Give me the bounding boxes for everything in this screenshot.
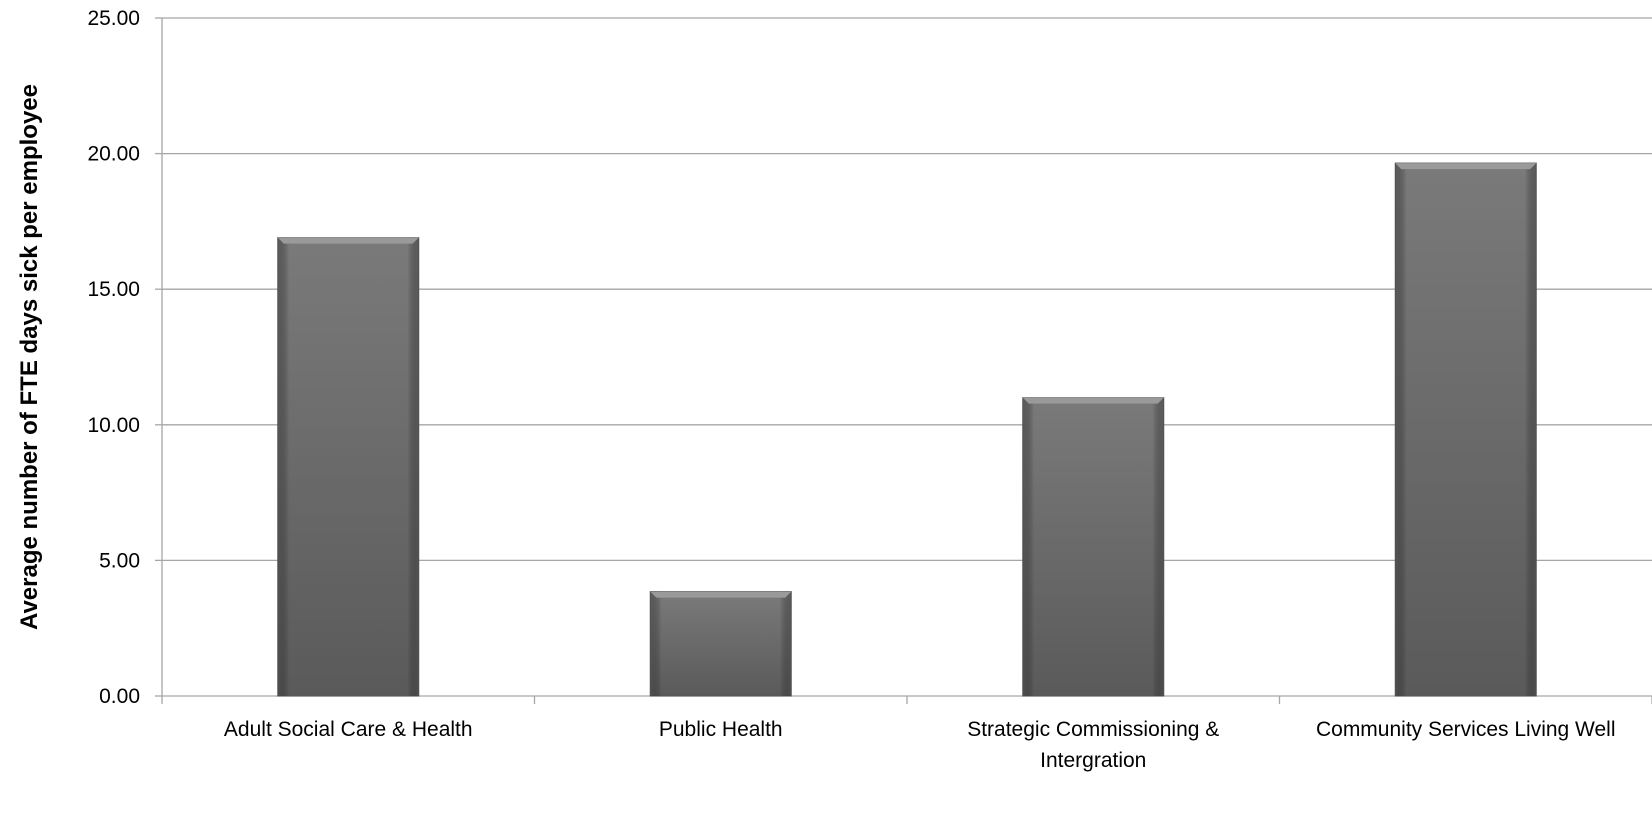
y-tick-label: 0.00 [99, 685, 140, 708]
bar-4 [1394, 162, 1537, 697]
y-tick-label: 25.00 [87, 7, 140, 30]
bar-3 [1022, 397, 1165, 697]
y-tick-label: 10.00 [87, 414, 140, 437]
y-axis-title-wrap: Average number of FTE days sick per empl… [6, 18, 54, 696]
y-tick-label: 5.00 [99, 549, 140, 572]
x-category-label: Strategic Commissioning & Intergration [967, 718, 1220, 772]
bar-1 [277, 237, 420, 697]
x-category-label: Adult Social Care & Health [223, 718, 473, 741]
bar-2 [649, 591, 792, 697]
x-category-label: Public Health [658, 718, 783, 741]
y-tick-label: 20.00 [87, 143, 140, 166]
y-axis-title: Average number of FTE days sick per empl… [16, 84, 44, 630]
x-category-label: Community Services Living Well [1315, 718, 1616, 741]
y-tick-label: 15.00 [87, 278, 140, 301]
